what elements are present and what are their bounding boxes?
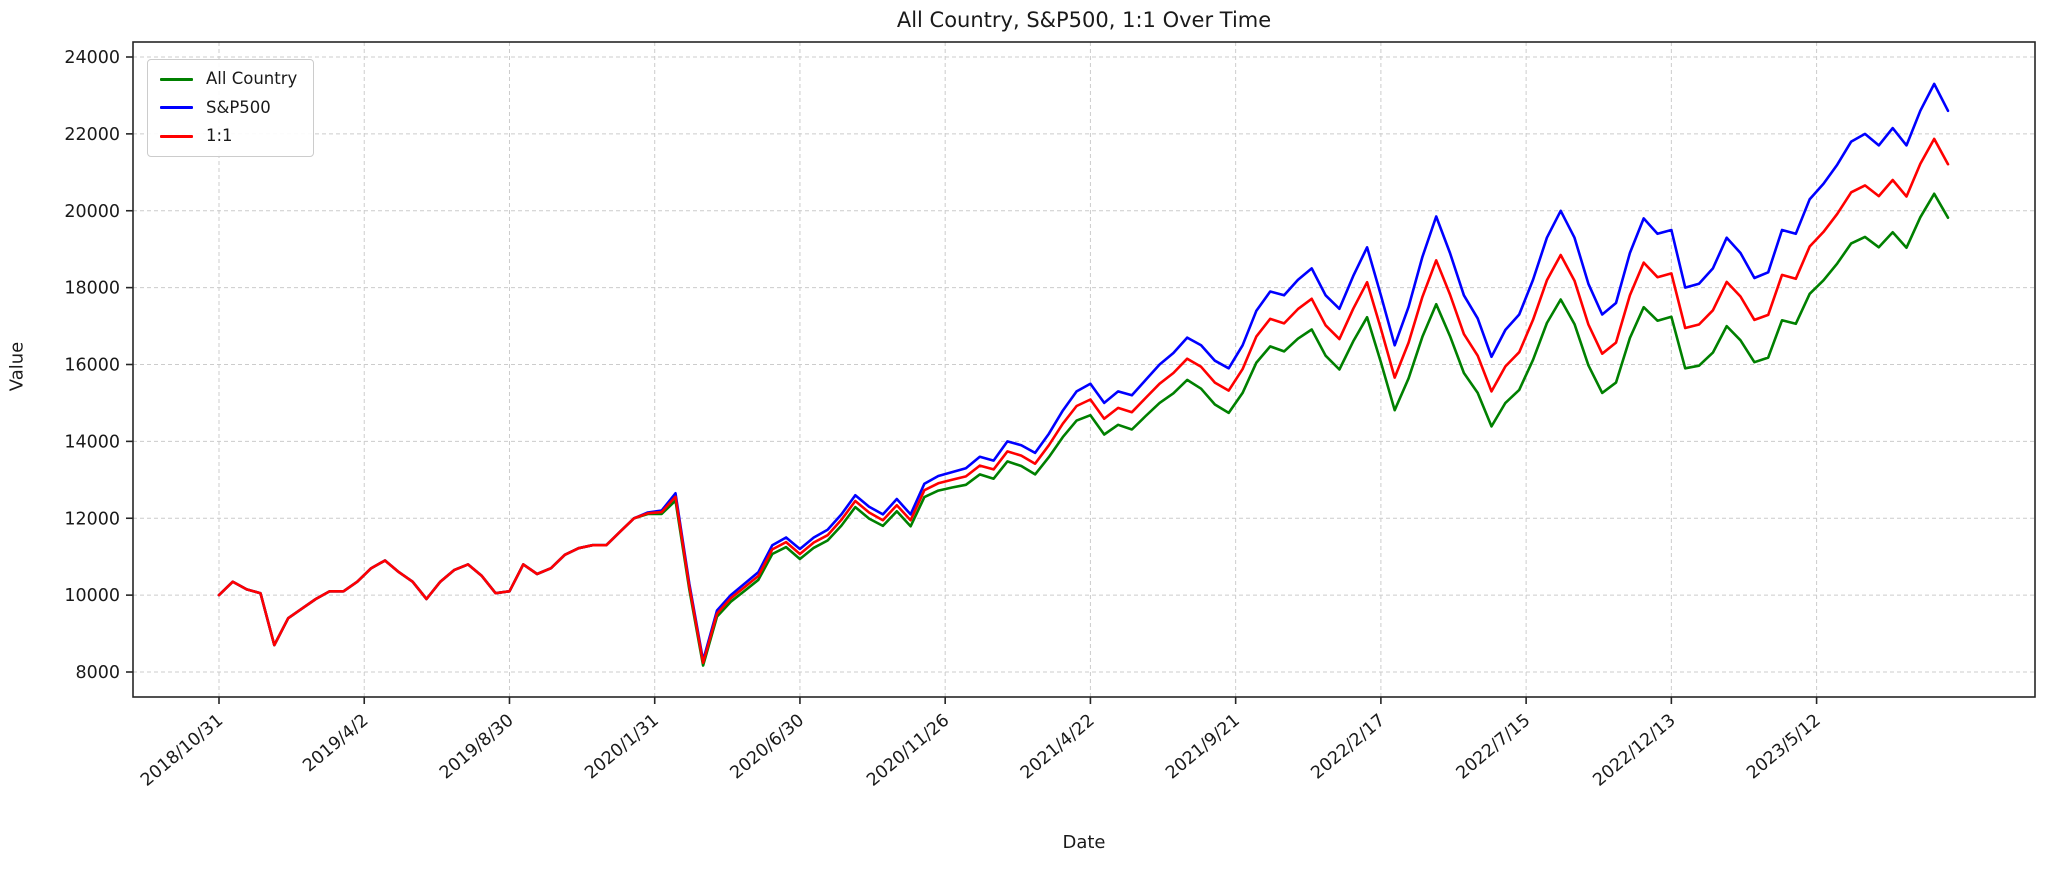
y-tick-label: 24000	[64, 48, 120, 68]
y-tick-label: 10000	[64, 586, 120, 606]
legend-label: All Country	[206, 69, 298, 88]
chart-title: All Country, S&P500, 1:1 Over Time	[896, 8, 1272, 32]
legend-label: 1:1	[206, 126, 233, 145]
legend: All Country S&P500 1:1	[147, 59, 315, 157]
y-tick-label: 14000	[64, 432, 120, 452]
x-tick-label: 2022/12/13	[1589, 711, 1679, 791]
y-tick-label: 18000	[64, 279, 120, 299]
legend-line-swatch	[160, 77, 193, 81]
x-tick-label: 2018/10/31	[137, 711, 227, 791]
series-line-1-1	[217, 137, 1950, 665]
legend-label: S&P500	[206, 97, 271, 117]
x-tick-label: 2022/7/15	[1453, 711, 1535, 784]
x-tick-label: 2020/1/31	[581, 711, 663, 784]
x-tick-label: 2021/9/21	[1162, 711, 1244, 784]
legend-line-swatch	[160, 106, 193, 110]
y-tick-label: 22000	[64, 125, 120, 145]
y-tick-label: 16000	[64, 356, 120, 376]
y-tick-label: 8000	[75, 663, 120, 683]
x-axis-label: Date	[1062, 832, 1106, 853]
x-tick-label: 2019/4/2	[299, 711, 372, 777]
x-tick-label: 2019/8/30	[436, 711, 518, 784]
x-tick-label: 2020/11/26	[863, 711, 953, 791]
x-tick-label: 2023/5/12	[1743, 711, 1825, 784]
x-tick-label: 2022/2/17	[1308, 711, 1390, 784]
legend-item-s-p500: S&P500	[160, 97, 297, 117]
y-tick-label: 20000	[64, 202, 120, 222]
y-tick-label: 12000	[64, 509, 120, 529]
legend-item-1-1: 1:1	[160, 126, 297, 145]
plot-frame	[132, 41, 2036, 698]
legend-item-all-country: All Country	[160, 69, 298, 88]
x-tick-label: 2020/6/30	[727, 711, 809, 784]
legend-line-swatch	[160, 134, 193, 138]
x-tick-label: 2021/4/22	[1017, 711, 1099, 784]
